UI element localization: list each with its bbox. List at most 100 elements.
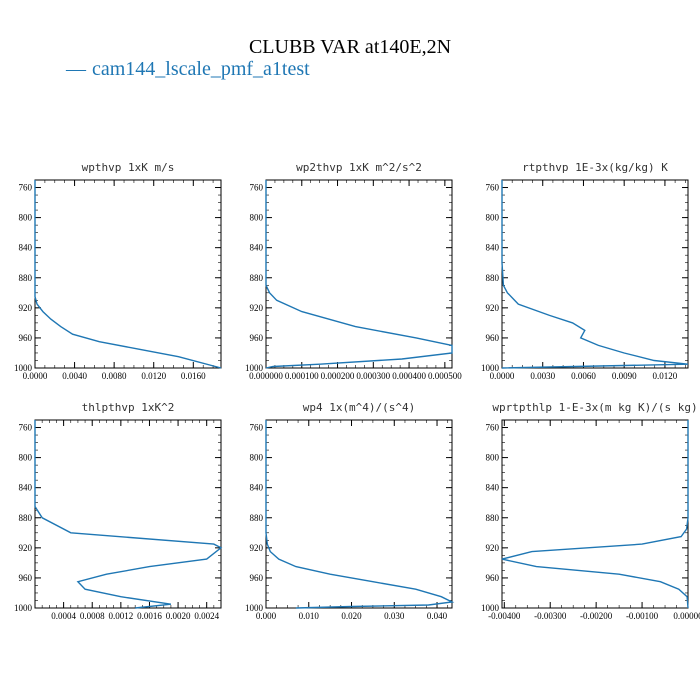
y-tick-label: 920 <box>250 303 264 313</box>
series-line <box>501 420 689 609</box>
x-tick-label: 0.0000 <box>490 371 515 381</box>
y-tick-label: 880 <box>250 513 264 523</box>
x-tick-label: 0.0120 <box>141 371 166 381</box>
plot-frame <box>501 419 689 609</box>
x-tick-label: -0.00400 <box>488 611 521 621</box>
y-tick-label: 880 <box>486 273 500 283</box>
y-tick-label: 760 <box>19 423 33 433</box>
x-tick-label: 0.000000 <box>249 371 283 381</box>
legend: — cam144_lscale_pmf_a1test <box>66 58 310 81</box>
y-tick-label: 1000 <box>245 363 264 373</box>
y-tick-label: 960 <box>486 333 500 343</box>
x-tick-label: 0.000400 <box>392 371 426 381</box>
plot-frame <box>501 179 689 369</box>
x-tick-label: -0.00100 <box>626 611 659 621</box>
chart-panel-3: rtpthvp 1E-3x(kg/kg) K 760 800 840 880 920 960… <box>481 161 689 381</box>
x-tick-label: 0.0016 <box>137 611 162 621</box>
chart-panel-4: thlpthvp 1xK^2 760 800 840 880 920 960 1000 0.00… <box>14 401 223 621</box>
chart-panel-6: wprtpthlp 1-E-3x(m kg K)/(s kg) 760 800 840… <box>481 401 700 621</box>
x-tick-label: 0.0008 <box>80 611 105 621</box>
y-tick-label: 760 <box>250 423 264 433</box>
panel-title: wpthvp 1xK m/s <box>82 161 175 174</box>
y-tick-label: 880 <box>250 273 264 283</box>
y-tick-label: 1000 <box>14 603 33 613</box>
chart-panel-1: wpthvp 1xK m/s76080084088092096010000.00… <box>14 161 222 381</box>
y-tick-label: 880 <box>486 513 500 523</box>
y-tick-label: 960 <box>250 333 264 343</box>
x-tick-label: 0.0120 <box>653 371 678 381</box>
y-tick-label: 760 <box>486 423 500 433</box>
x-tick-label: 0.000200 <box>321 371 355 381</box>
y-tick-label: 760 <box>250 183 264 193</box>
x-tick-label: -0.00300 <box>534 611 567 621</box>
x-tick-label: 0.0080 <box>102 371 127 381</box>
panel-title: wp2thvp 1xK m^2/s^2 <box>296 161 422 174</box>
y-tick-label: 840 <box>250 483 264 493</box>
x-tick-label: 0.0004 <box>51 611 76 621</box>
x-tick-label: 0.0000 <box>23 371 48 381</box>
series-line <box>34 420 223 609</box>
y-tick-label: 960 <box>19 573 33 583</box>
series-line <box>265 180 453 369</box>
y-tick-label: 1000 <box>14 363 33 373</box>
series-line <box>265 420 455 609</box>
x-tick-label: 0.00000 <box>673 611 700 621</box>
y-tick-label: 840 <box>19 243 33 253</box>
x-tick-label: 0.000300 <box>356 371 390 381</box>
x-tick-label: 0.0020 <box>166 611 191 621</box>
x-tick-label: 0.0040 <box>62 371 87 381</box>
y-tick-label: 880 <box>19 513 33 523</box>
y-tick-label: 840 <box>19 483 33 493</box>
y-tick-label: 800 <box>486 453 500 463</box>
legend-line-icon: — <box>66 58 86 80</box>
figure-title: CLUBB VAR at140E,2N <box>248 36 452 58</box>
y-tick-label: 800 <box>19 213 33 223</box>
y-tick-label: 1000 <box>245 603 264 613</box>
panel-title: rtpthvp 1E-3x(kg/kg) K <box>522 161 668 174</box>
y-tick-label: 920 <box>250 543 264 553</box>
x-tick-label: 0.000500 <box>428 371 462 381</box>
y-tick-label: 800 <box>250 453 264 463</box>
plot-frame <box>34 179 222 369</box>
y-tick-label: 840 <box>486 243 500 253</box>
y-tick-label: 1000 <box>481 603 500 613</box>
panel-title: wp4 1x(m^4)/(s^4) <box>303 401 416 414</box>
y-tick-label: 840 <box>250 243 264 253</box>
y-tick-label: 800 <box>486 213 500 223</box>
y-tick-label: 920 <box>486 303 500 313</box>
y-tick-label: 920 <box>486 543 500 553</box>
chart-panel-5: wp4 1x(m^4)/(s^4)76080084088092096010000… <box>245 401 455 621</box>
y-tick-label: 880 <box>19 273 33 283</box>
y-tick-label: 800 <box>250 213 264 223</box>
x-tick-label: 0.000100 <box>285 371 319 381</box>
x-tick-label: 0.0090 <box>612 371 637 381</box>
panel-title: wprtpthlp 1-E-3x(m kg K)/(s kg) <box>492 401 697 414</box>
panel-title: thlpthvp 1xK^2 <box>82 401 175 414</box>
x-tick-label: 0.000 <box>256 611 277 621</box>
series-line <box>501 180 689 369</box>
y-tick-label: 840 <box>486 483 500 493</box>
chart-panel-2: wp2thvp 1xK m^2/s^2 760 800 840 880 920 960 100… <box>245 161 462 381</box>
x-tick-label: 0.010 <box>299 611 320 621</box>
x-tick-label: 0.040 <box>427 611 448 621</box>
y-tick-label: 920 <box>19 543 33 553</box>
x-tick-label: 0.0030 <box>530 371 555 381</box>
x-tick-label: 0.0024 <box>194 611 219 621</box>
series-line <box>34 180 222 369</box>
y-tick-label: 1000 <box>481 363 500 373</box>
plot-frame <box>34 419 222 609</box>
y-tick-label: 760 <box>19 183 33 193</box>
y-tick-label: 960 <box>250 573 264 583</box>
x-tick-label: 0.030 <box>384 611 405 621</box>
x-tick-label: 0.0012 <box>108 611 133 621</box>
x-tick-label: 0.0060 <box>571 371 596 381</box>
x-tick-label: 0.0160 <box>181 371 206 381</box>
y-tick-label: 760 <box>486 183 500 193</box>
y-tick-label: 960 <box>486 573 500 583</box>
y-tick-label: 960 <box>19 333 33 343</box>
y-tick-label: 800 <box>19 453 33 463</box>
legend-label: cam144_lscale_pmf_a1test <box>92 58 310 80</box>
x-tick-label: 0.020 <box>341 611 362 621</box>
x-tick-label: -0.00200 <box>580 611 613 621</box>
